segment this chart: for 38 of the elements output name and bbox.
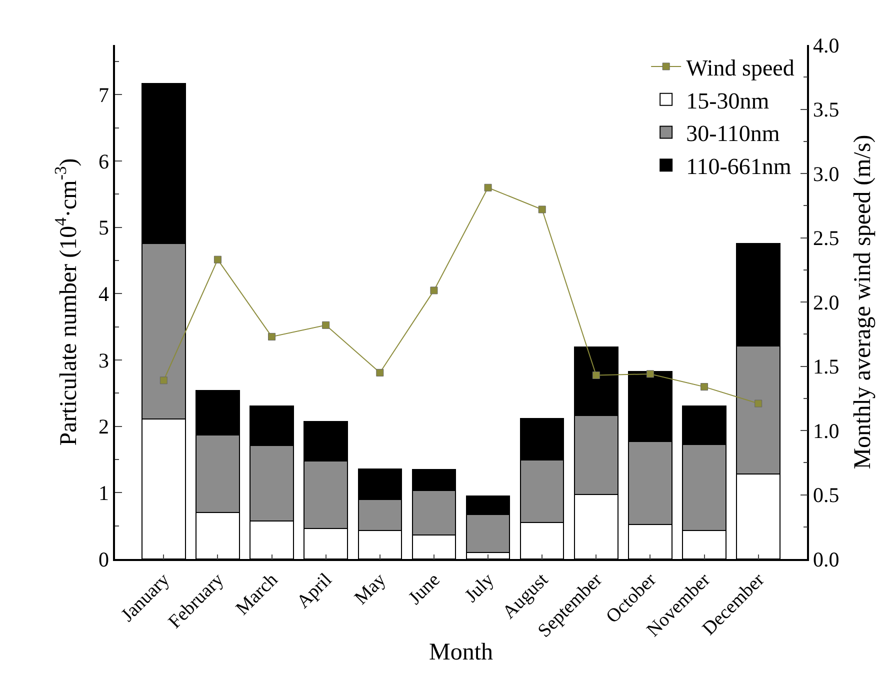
y2-tick-label: 0.5: [812, 483, 840, 508]
point: [646, 370, 654, 378]
y2-tick-label: 1.5: [812, 354, 840, 379]
point: [538, 206, 546, 214]
point: [322, 321, 330, 329]
y2-tick-label: 0.0: [812, 547, 840, 572]
y2-tick-label: 2.0: [812, 290, 840, 314]
point: [160, 376, 168, 384]
legend-label: Wind speed: [686, 55, 795, 80]
x-tick-label: June: [404, 569, 444, 609]
y-tick-label: 3: [98, 348, 110, 372]
y2-tick-label: 3.0: [812, 162, 840, 186]
y2-tick-label: 4.0: [812, 33, 840, 58]
x-tick-label: July: [461, 569, 499, 607]
point: [214, 256, 222, 264]
x-tick-label: May: [350, 569, 391, 609]
y2-tick-label: 2.5: [812, 226, 840, 250]
legend-label: 15-30nm: [686, 88, 770, 114]
y-tick-label: 0: [98, 547, 110, 572]
y2-tick-label: 1.0: [812, 418, 840, 443]
point: [268, 332, 276, 340]
legend-label: 30-110nm: [686, 121, 780, 146]
point: [376, 368, 384, 376]
y-tick-label: 2: [98, 414, 110, 439]
point: [430, 286, 438, 294]
y-tick-label: 4: [98, 282, 110, 306]
point: [484, 184, 492, 192]
y-tick-label: 6: [98, 149, 110, 174]
point: [700, 383, 708, 391]
legend-label: 110-661nm: [686, 154, 792, 180]
y-tick-label: 5: [98, 216, 110, 240]
x-axis-title: Month: [428, 640, 494, 666]
point: [754, 400, 762, 408]
point: [592, 372, 600, 379]
y-tick-label: 1: [98, 481, 110, 506]
y2-axis-title: Monthly average wind speed (m/s): [850, 134, 876, 470]
y-tick-label: 7: [98, 83, 110, 108]
y2-tick-label: 3.5: [812, 98, 840, 122]
